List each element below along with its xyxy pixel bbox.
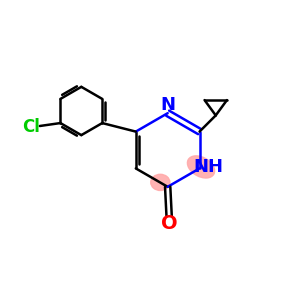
Ellipse shape [188, 156, 214, 178]
Text: Cl: Cl [22, 118, 40, 136]
Text: O: O [161, 214, 178, 233]
Text: NH: NH [194, 158, 224, 176]
Text: N: N [160, 96, 175, 114]
Ellipse shape [151, 174, 170, 190]
